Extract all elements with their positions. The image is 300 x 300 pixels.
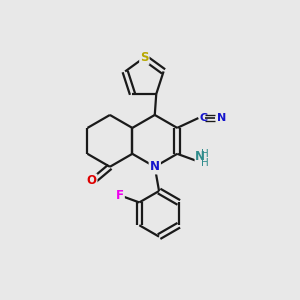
Text: N: N xyxy=(195,150,205,164)
Text: S: S xyxy=(140,51,148,64)
Text: O: O xyxy=(86,174,97,188)
Text: H: H xyxy=(201,149,209,159)
Text: H: H xyxy=(200,158,208,168)
Text: F: F xyxy=(116,189,124,202)
Text: N: N xyxy=(217,113,226,123)
Text: N: N xyxy=(150,160,160,173)
Text: C: C xyxy=(200,113,208,123)
